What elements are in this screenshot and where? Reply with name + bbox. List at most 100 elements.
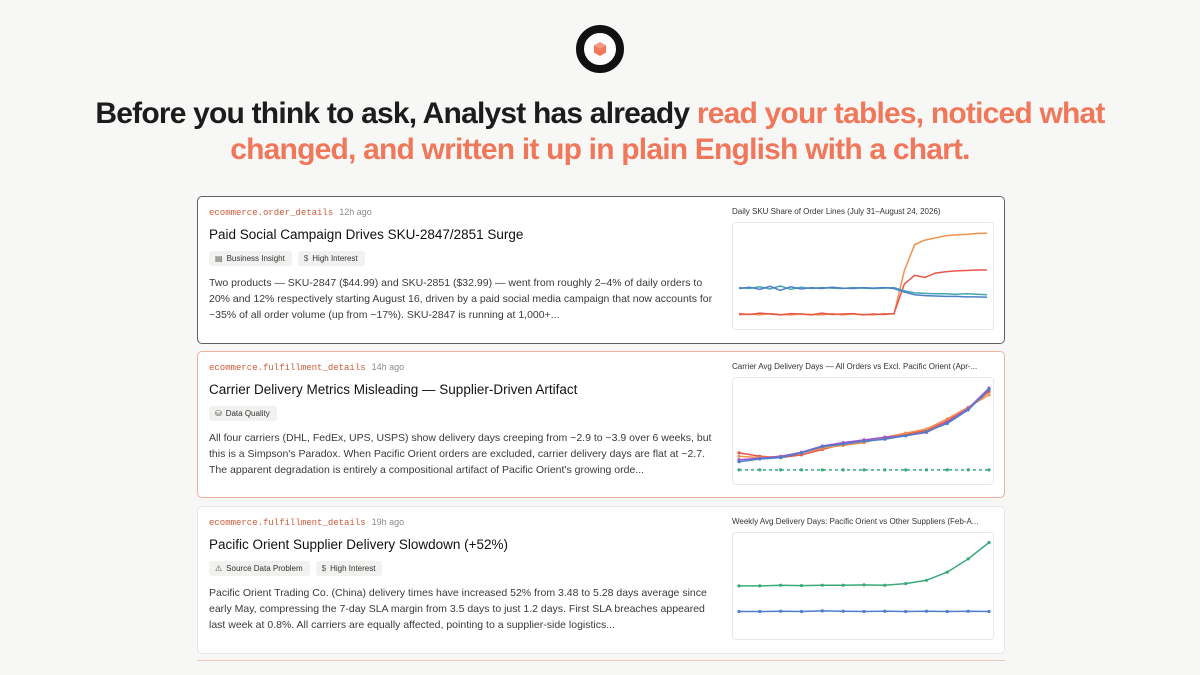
chart-svg [738,232,988,316]
data-point [945,468,949,472]
headline-accent-text: read your tables, noticed what changed, … [230,97,1105,166]
data-point [987,609,991,614]
series-line-1 [738,269,987,316]
data-point [966,609,970,613]
data-point [987,468,991,472]
tag-label: High Interest [312,254,358,263]
card-title[interactable]: Paid Social Campaign Drives SKU-2847/285… [209,227,524,242]
data-point [737,451,741,455]
chart-svg [737,540,991,614]
data-point [945,421,949,426]
data-point [820,445,824,449]
data-point [779,456,783,460]
card-description: Two products — SKU-2847 ($44.99) and SKU… [209,277,713,321]
data-point [820,468,824,472]
data-point [737,454,741,458]
data-point [945,417,949,421]
data-point [924,468,929,472]
data-point [799,609,804,614]
tag-label: Business Insight [226,254,285,263]
data-point [883,583,887,587]
chart-1 [732,222,994,330]
insight-card-3[interactable]: ecommerce.fulfillment_details 19h ago Pac… [197,506,1005,654]
data-point [987,540,991,545]
data-point [799,451,804,455]
tag-source-data-problem: ⚠ Source Data Problem [209,561,310,576]
data-point [904,582,908,586]
series-line-3 [738,285,988,299]
data-point [862,609,866,614]
tag-label: Data Quality [225,409,270,418]
dollar-icon: $ [321,564,327,573]
data-point [945,609,949,614]
chart-title: Weekly Avg Delivery Days: Pacific Orient… [732,517,979,526]
card-description: All four carriers (DHL, FedEx, UPS, USPS… [209,432,712,476]
table-name: ecommerce.order_details [209,208,334,218]
document-icon: ▤ [215,254,223,263]
hexagon-logo-icon [576,25,624,73]
card-meta: ecommerce.order_details 12h ago [209,206,719,218]
data-point [758,609,762,614]
data-point [966,408,970,412]
timestamp: 19h ago [371,517,405,527]
database-icon: ⛁ [215,409,222,418]
chart-title: Daily SKU Share of Order Lines (July 31–… [732,207,941,216]
card-meta: ecommerce.fulfillment_details 14h ago [209,361,719,373]
insight-card-2[interactable]: ecommerce.fulfillment_details 14h ago Car… [197,351,1005,498]
card-title[interactable]: Pacific Orient Supplier Delivery Slowdow… [209,537,508,552]
table-name: ecommerce.fulfillment_details [209,363,366,373]
tag-label: Source Data Problem [226,564,303,573]
data-point [883,468,887,472]
data-point [758,584,762,588]
headline-text: Before you think to ask, Analyst has alr… [95,97,697,130]
chart-title: Carrier Avg Delivery Days — All Orders v… [732,362,978,371]
timestamp: 12h ago [339,207,372,217]
card-title[interactable]: Carrier Delivery Metrics Misleading — Su… [209,382,578,397]
data-point [737,584,741,588]
data-point [904,609,908,614]
data-point [904,434,908,438]
series-line-0 [738,232,988,316]
data-point [779,468,783,472]
data-point [924,430,929,434]
series-line-2 [738,387,990,461]
chart-3 [732,532,994,640]
warning-icon: ⚠ [215,564,223,573]
data-point [924,578,929,582]
data-point [737,460,741,464]
dollar-icon: $ [303,254,309,263]
data-point [779,583,783,587]
card-description: Pacific Orient Trading Co. (China) deliv… [209,587,707,631]
data-point [758,468,762,472]
data-point [779,609,783,613]
data-point [966,468,970,472]
data-point [758,457,762,461]
series-line-0 [739,541,990,587]
timestamp: 14h ago [371,362,405,372]
data-point [820,583,824,587]
data-point [904,431,908,435]
data-point [799,468,804,472]
insight-card-1[interactable]: ecommerce.order_details 12h ago Paid Soci… [197,196,1005,344]
series-line-1 [738,394,990,459]
series-line-3 [738,388,990,463]
data-point [841,442,845,446]
next-card-edge [197,660,1005,661]
data-point [737,468,741,472]
data-point [987,393,991,397]
data-point [841,609,845,613]
data-point [945,570,949,574]
data-point [799,584,804,588]
data-point [737,609,741,614]
data-point [883,609,887,613]
tag-business-insight: ▤ Business Insight [209,251,292,266]
data-point [841,468,845,472]
data-point [904,468,908,472]
data-point [862,439,866,443]
chart-2 [732,377,994,485]
table-name: ecommerce.fulfillment_details [209,518,366,528]
tag-label: High Interest [330,564,376,573]
tag-high-interest: $ High Interest [315,561,383,576]
data-point [862,468,866,472]
headline: Before you think to ask, Analyst has alr… [60,96,1140,168]
